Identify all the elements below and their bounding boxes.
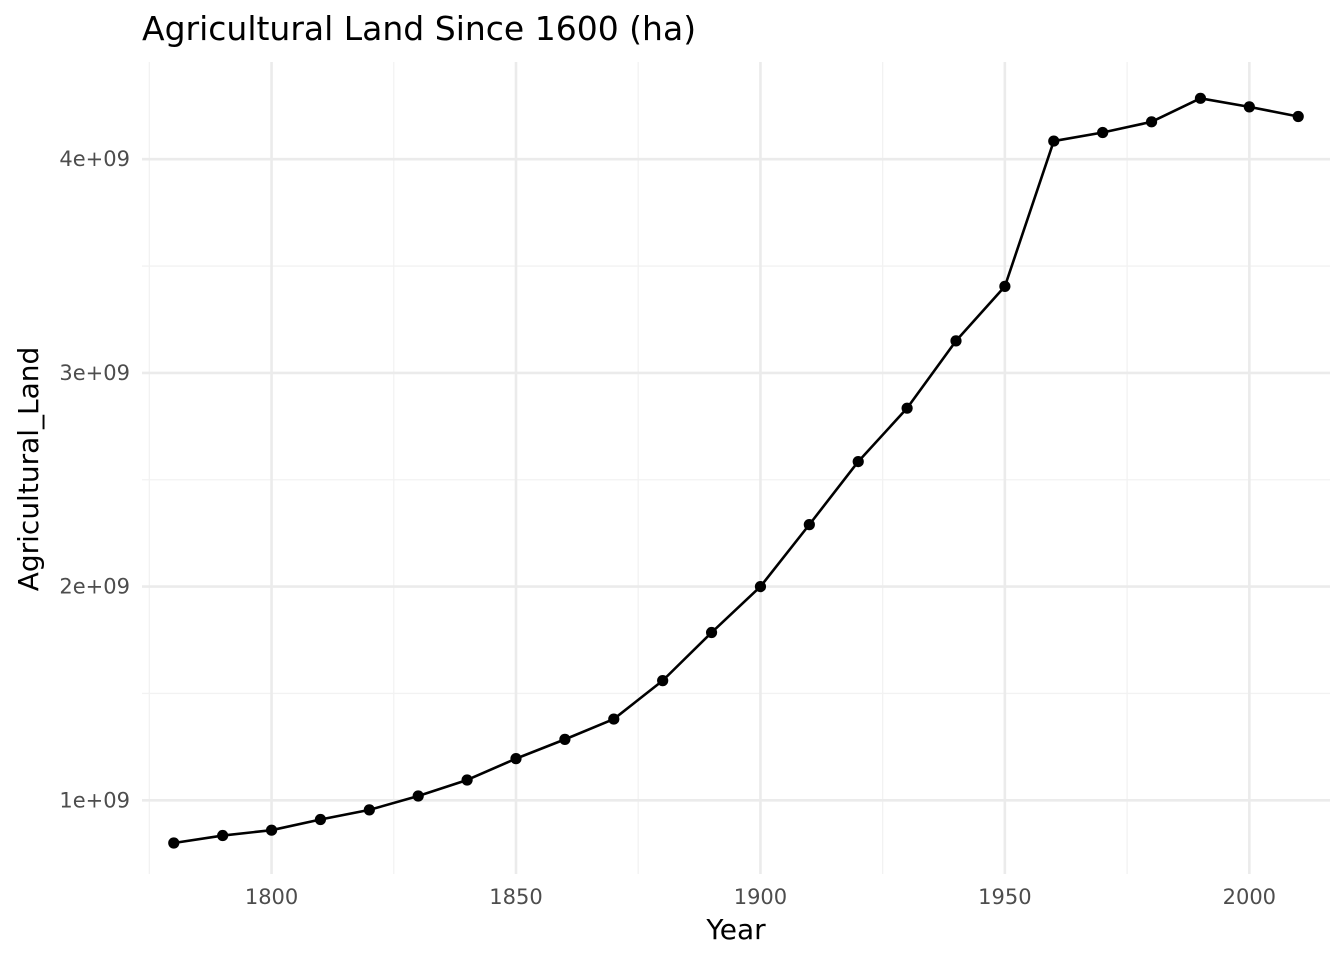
data-point — [1292, 110, 1304, 123]
data-point — [608, 713, 620, 725]
chart-title: Agricultural Land Since 1600 (ha) — [142, 9, 696, 48]
data-point — [217, 829, 229, 842]
data-point — [168, 837, 180, 849]
series-line — [173, 97, 1299, 845]
y-tick-label: 3e+09 — [59, 361, 130, 385]
data-point — [705, 626, 718, 639]
data-point — [754, 580, 767, 593]
data-point — [1097, 126, 1109, 139]
data-point — [657, 675, 669, 687]
series-line-group — [173, 97, 1299, 845]
x-tick-label: 2000 — [1223, 885, 1276, 909]
grid — [142, 62, 1330, 874]
data-point — [510, 753, 522, 765]
data-point — [1048, 135, 1060, 147]
data-point — [1194, 92, 1207, 104]
x-tick-label: 1850 — [489, 885, 542, 909]
data-point — [901, 402, 913, 414]
data-point — [314, 813, 327, 826]
y-tick-label: 4e+09 — [59, 147, 130, 171]
data-point — [999, 280, 1011, 292]
x-tick-label: 1900 — [734, 885, 787, 909]
data-point — [559, 733, 571, 745]
y-axis-ticks: 1e+09 2e+09 3e+09 4e+09 — [59, 147, 130, 812]
y-tick-label: 1e+09 — [59, 788, 130, 812]
y-tick-label: 2e+09 — [59, 575, 130, 599]
data-point — [412, 790, 424, 802]
data-point — [265, 824, 278, 836]
data-point — [363, 804, 375, 816]
data-point — [950, 335, 962, 347]
data-point — [852, 455, 864, 468]
x-axis-title: Year — [705, 913, 766, 946]
data-point — [1145, 116, 1158, 128]
data-point — [803, 519, 815, 531]
x-axis-ticks: 1800 1850 1900 1950 2000 — [245, 885, 1276, 909]
data-points — [168, 92, 1304, 849]
data-point — [1243, 101, 1255, 113]
y-axis-title: Agricultural_Land — [12, 347, 45, 592]
data-point — [461, 774, 473, 786]
x-tick-label: 1950 — [978, 885, 1031, 909]
x-tick-label: 1800 — [245, 885, 298, 909]
